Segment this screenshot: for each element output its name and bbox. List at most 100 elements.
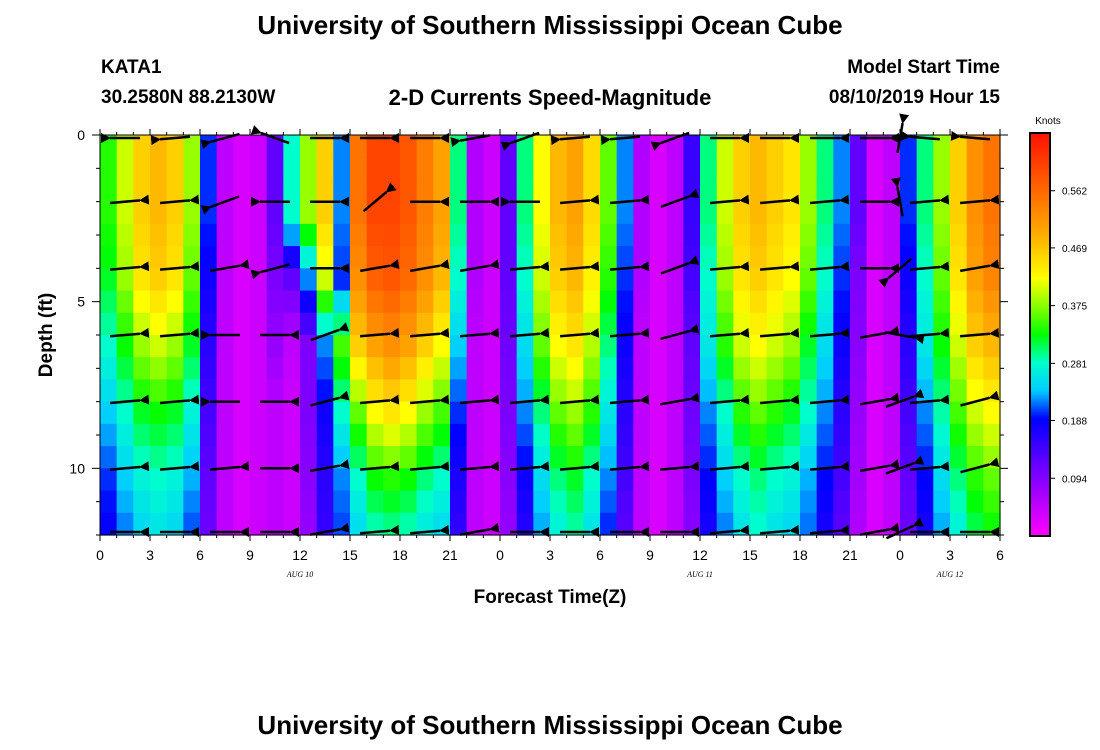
heatmap-cell: [483, 379, 501, 403]
current-vector-arrow: [759, 524, 800, 535]
x-axis: 0 3 6 9 12 15 18 21 0 3 6 9 12 15 18 21 0 3 6 AUG 10 AUG 11 A…: [96, 129, 1004, 579]
heatmap-cell: [516, 379, 534, 403]
heatmap-cell: [300, 246, 318, 269]
heatmap-cell: [166, 357, 184, 381]
heatmap-cell: [483, 468, 501, 492]
heatmap-cell: [350, 490, 368, 514]
heatmap-cell: [583, 379, 601, 403]
heatmap-cell: [316, 268, 334, 292]
heatmap-cell: [566, 357, 584, 381]
heatmap-cell: [966, 335, 984, 358]
heatmap-cell: [300, 223, 318, 247]
heatmap-cell: [916, 335, 934, 358]
heatmap-cell: [800, 223, 818, 247]
current-vector-arrow: [509, 461, 550, 472]
heatmap-cell: [933, 312, 951, 336]
heatmap-cell: [850, 335, 868, 358]
heatmap-cell: [183, 179, 201, 203]
heatmap-cell: [433, 223, 451, 247]
heatmap-cell: [916, 268, 934, 292]
heatmap-cell: [616, 490, 634, 514]
heatmap-cell: [733, 357, 751, 381]
heatmap-cell: [533, 223, 551, 247]
heatmap-cell: [516, 357, 534, 381]
heatmap-cell: [100, 357, 118, 381]
date-label: AUG 11: [686, 570, 713, 579]
heatmap-cell: [500, 223, 518, 247]
heatmap-cell: [983, 290, 1001, 314]
heatmap-cell: [633, 379, 651, 403]
heatmap-cell: [483, 135, 501, 158]
heatmap-cell: [283, 490, 301, 514]
current-vector-arrow: [609, 394, 650, 405]
heatmap-cell: [316, 157, 334, 181]
heatmap-cell: [250, 223, 268, 247]
heatmap-cell: [683, 201, 701, 225]
heatmap-cell: [850, 490, 868, 514]
heatmap-cell: [550, 246, 568, 269]
heatmap-cell: [800, 401, 818, 425]
heatmap-cell: [483, 312, 501, 336]
heatmap-cell: [116, 223, 134, 247]
heatmap-cell: [583, 468, 601, 492]
heatmap-cell: [900, 290, 918, 314]
heatmap-cell: [283, 335, 301, 358]
heatmap-cell: [316, 179, 334, 203]
heatmap-cell: [133, 335, 151, 358]
heatmap-cell: [316, 223, 334, 247]
heatmap-cell: [166, 157, 184, 181]
heatmap-cell: [616, 223, 634, 247]
heatmap-cell: [216, 223, 234, 247]
heatmap-cell: [766, 157, 784, 181]
colorbar-tick-label: 0.188: [1062, 417, 1087, 428]
heatmap-cell: [850, 179, 868, 203]
current-vector-arrow: [450, 134, 491, 148]
heatmap-cell: [900, 468, 918, 492]
heatmap-cell: [416, 157, 434, 181]
heatmap-cell: [550, 179, 568, 203]
heatmap-cell: [500, 201, 518, 225]
heatmap-cell: [700, 157, 718, 181]
current-vector-arrow: [759, 261, 800, 272]
heatmap-cell: [716, 201, 734, 225]
heatmap-cell: [650, 401, 668, 425]
heatmap-cell: [116, 468, 134, 492]
heatmap-cell: [333, 357, 351, 381]
heatmap-cell: [983, 490, 1001, 514]
heatmap-cell: [483, 268, 501, 292]
heatmap-cell: [766, 468, 784, 492]
heatmap-cell: [650, 179, 668, 203]
heatmap-cell: [300, 490, 318, 514]
heatmap-cell: [200, 157, 218, 181]
heatmap-cell: [700, 335, 718, 358]
heatmap-cell: [700, 357, 718, 381]
heatmap-cell: [400, 357, 418, 381]
heatmap-cell: [533, 468, 551, 492]
heatmap-cell: [533, 401, 551, 425]
heatmap-cell: [416, 490, 434, 514]
heatmap-cell: [466, 335, 484, 358]
heatmap-cell: [600, 157, 618, 181]
heatmap-cell: [750, 268, 768, 292]
heatmap-cell: [516, 312, 534, 336]
heatmap-cell: [350, 290, 368, 314]
current-vector-arrow: [559, 394, 600, 405]
heatmap-cell: [150, 512, 168, 536]
heatmap-cell: [250, 179, 268, 203]
heatmap-cell: [400, 223, 418, 247]
heatmap-cell: [950, 201, 968, 225]
heatmap-cell: [616, 335, 634, 358]
heatmap-cell: [216, 512, 234, 536]
current-vector-arrow: [509, 327, 550, 338]
heatmap-cell: [150, 335, 168, 358]
current-vector-arrow: [609, 461, 650, 472]
heatmap-cell: [116, 135, 134, 158]
heatmap-cell: [816, 468, 834, 492]
heatmap-cell: [283, 135, 301, 158]
heatmap-cell: [483, 290, 501, 314]
heatmap-cell: [250, 423, 268, 447]
current-vector-arrow: [809, 261, 850, 272]
heatmap-cell: [950, 157, 968, 181]
heatmap-cell: [816, 490, 834, 514]
heatmap-cell: [716, 223, 734, 247]
